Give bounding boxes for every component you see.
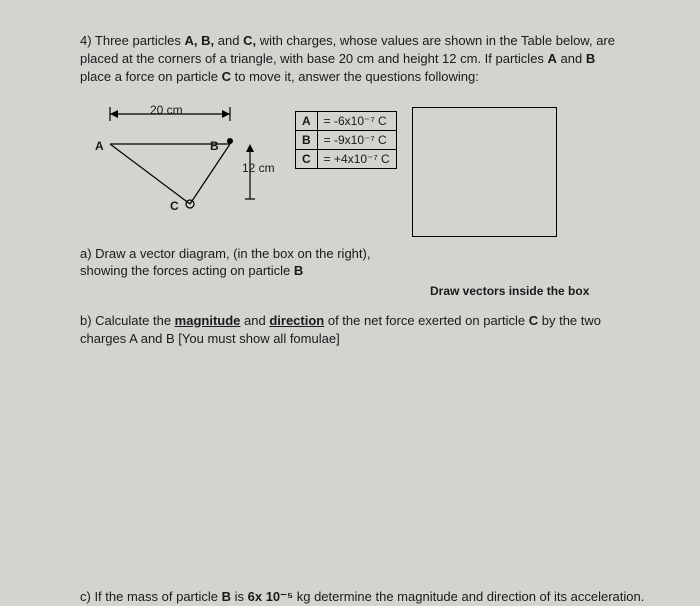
pc-mid: is	[231, 589, 248, 604]
problem-statement: 4) Three particles A, B, and C, with cha…	[80, 32, 645, 87]
pc-prefix: c) If the mass of particle	[80, 589, 222, 604]
end-text: place a force on particle	[80, 69, 222, 84]
and2-text: and	[557, 51, 586, 66]
part-a-bold: B	[294, 263, 303, 278]
tail-text: to move it, answer the questions followi…	[231, 69, 479, 84]
vector-caption: Draw vectors inside the box	[430, 284, 645, 298]
part-a-text: a) Draw a vector diagram, (in the box on…	[80, 246, 370, 279]
vertex-b: B	[210, 139, 219, 153]
bold-abc: A, B,	[185, 33, 215, 48]
pc-mass: 6x 10⁻⁵	[248, 589, 294, 604]
charges-table: A = -6x10⁻⁷ C B = -9x10⁻⁷ C C = +4x10⁻⁷ …	[295, 111, 397, 169]
bold-b2: B	[586, 51, 595, 66]
vertex-c: C	[170, 199, 179, 213]
table-row: C = +4x10⁻⁷ C	[296, 149, 397, 168]
bold-a2: A	[548, 51, 557, 66]
pc-b: B	[222, 589, 231, 604]
table-row: A = -6x10⁻⁷ C	[296, 111, 397, 130]
part-a: a) Draw a vector diagram, (in the box on…	[80, 245, 420, 280]
table-row: B = -9x10⁻⁷ C	[296, 130, 397, 149]
cell-value: = -6x10⁻⁷ C	[317, 111, 396, 130]
and-text: and	[214, 33, 243, 48]
pb-bold: C	[529, 313, 538, 328]
pb-mid2: of the net force exerted on particle	[324, 313, 529, 328]
part-b: b) Calculate the magnitude and direction…	[80, 312, 645, 348]
pb-mid: and	[240, 313, 269, 328]
diagram-row: 20 cm A B C 12 cm A = -6x10⁻⁷ C B = -9x1…	[80, 99, 645, 237]
cell-value: = +4x10⁻⁷ C	[317, 149, 396, 168]
pc-tail: kg determine the magnitude and direction…	[293, 589, 644, 604]
cell-value: = -9x10⁻⁷ C	[317, 130, 396, 149]
height-label: 12 cm	[242, 161, 275, 175]
cell-label: B	[296, 130, 318, 149]
triangle-svg	[80, 99, 280, 219]
cell-label: A	[296, 111, 318, 130]
part-c: c) If the mass of particle B is 6x 10⁻⁵ …	[80, 588, 645, 606]
triangle-diagram: 20 cm A B C 12 cm	[80, 99, 280, 219]
bold-c2: C	[222, 69, 231, 84]
vertex-a: A	[95, 139, 104, 153]
pb-u1: magnitude	[175, 313, 241, 328]
pb-prefix: b) Calculate the	[80, 313, 175, 328]
pb-u2: direction	[269, 313, 324, 328]
vector-box	[412, 107, 557, 237]
cell-label: C	[296, 149, 318, 168]
base-label: 20 cm	[150, 103, 183, 117]
intro-text: 4) Three particles	[80, 33, 185, 48]
bold-c: C,	[243, 33, 256, 48]
